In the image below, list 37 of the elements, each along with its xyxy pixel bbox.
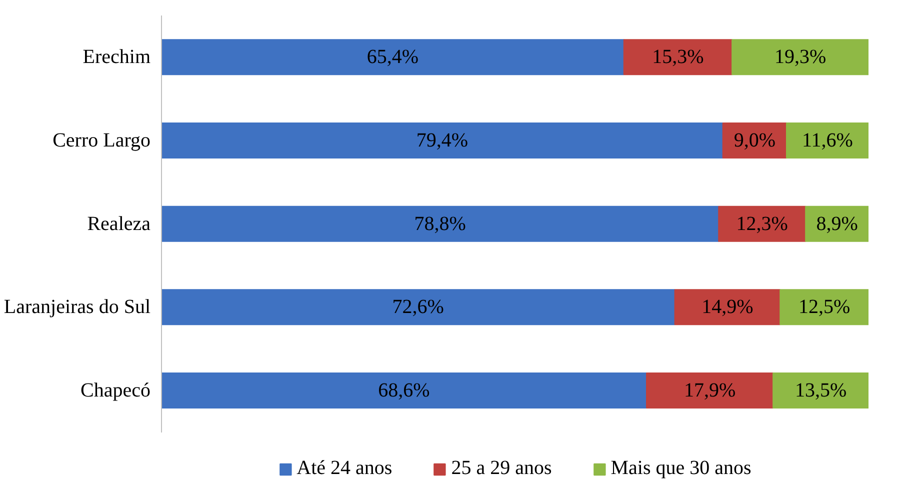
bar xyxy=(162,206,720,242)
data-label: 13,5% xyxy=(794,380,847,402)
y-tick-label: Erechim xyxy=(82,46,151,68)
y-tick-label: Chapecó xyxy=(80,380,151,402)
data-label: 68,6% xyxy=(378,380,430,402)
bar xyxy=(162,289,676,326)
data-label: 14,9% xyxy=(702,296,754,318)
bar xyxy=(780,289,868,326)
data-label: 65,4% xyxy=(366,46,419,68)
y-tick-label: Laranjeiras do Sul xyxy=(4,296,151,318)
bar xyxy=(732,39,868,76)
legend-label: Mais que 30 anos xyxy=(610,457,752,480)
data-label: 8,9% xyxy=(816,212,858,235)
legend-label: 25 a 29 anos xyxy=(451,457,552,480)
data-label: 19,3% xyxy=(774,46,826,68)
data-label: 15,3% xyxy=(652,46,704,68)
data-label: 17,9% xyxy=(684,380,736,402)
data-label: 9,0% xyxy=(734,130,776,152)
data-label: 78,8% xyxy=(414,212,466,235)
bar xyxy=(162,372,647,408)
data-label: 79,4% xyxy=(416,130,468,152)
data-label: 12,3% xyxy=(736,212,788,235)
y-tick-label: Cerro Largo xyxy=(52,130,151,152)
bar xyxy=(718,206,806,242)
data-label: 11,6% xyxy=(802,130,853,152)
bar xyxy=(646,372,774,408)
data-label: 72,6% xyxy=(392,296,444,318)
data-label: 12,5% xyxy=(798,296,850,318)
bar xyxy=(674,289,781,326)
bar xyxy=(162,39,624,76)
bar xyxy=(772,372,868,408)
bar xyxy=(162,122,724,158)
y-tick-label: Realeza xyxy=(87,212,151,235)
bar xyxy=(786,122,868,158)
bar xyxy=(623,39,733,76)
bar xyxy=(805,206,868,242)
legend-label: Até 24 anos xyxy=(296,457,392,480)
